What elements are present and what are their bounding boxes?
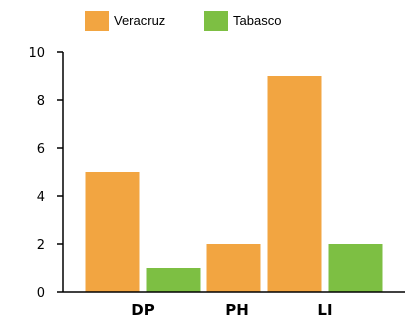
legend: Veracruz Tabasco [85, 11, 281, 31]
bars [85, 76, 383, 292]
x-axis: DP PH LI [63, 291, 405, 319]
bar-veracruz-li [267, 76, 322, 292]
x-tick-label-ph: PH [225, 301, 249, 319]
bar-tabasco-dp [146, 268, 201, 292]
y-tick-label-6: 6 [37, 142, 45, 157]
y-tick-label-2: 2 [37, 238, 45, 253]
y-tick-label-0: 0 [37, 286, 45, 301]
legend-label-veracruz: Veracruz [114, 13, 165, 28]
y-tick-label-4: 4 [37, 190, 45, 205]
bar-veracruz-ph [206, 244, 261, 292]
legend-swatch-tabasco [204, 11, 228, 31]
bar-tabasco-li [328, 244, 383, 292]
bar-veracruz-dp [85, 172, 140, 292]
y-axis: 0 2 4 6 8 10 [28, 46, 64, 301]
x-tick-label-dp: DP [131, 301, 154, 319]
x-tick-label-li: LI [317, 301, 332, 319]
y-tick-label-8: 8 [37, 94, 45, 109]
legend-swatch-veracruz [85, 11, 109, 31]
legend-label-tabasco: Tabasco [233, 13, 281, 28]
y-tick-label-10: 10 [28, 46, 45, 61]
